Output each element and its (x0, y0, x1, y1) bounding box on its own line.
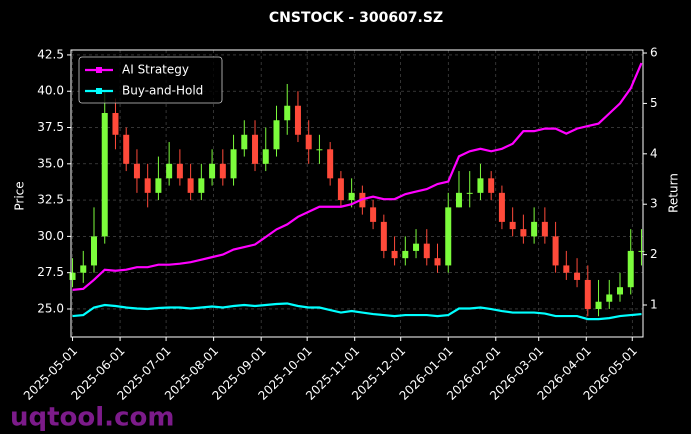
candle-body (541, 221, 548, 237)
plot-frame (70, 49, 644, 338)
candle-body (348, 192, 355, 201)
candle-body (498, 192, 505, 222)
legend-marker (96, 88, 102, 94)
candle-body (176, 163, 183, 179)
candle-body (402, 250, 409, 259)
candle-body (627, 250, 634, 288)
candle-body (563, 265, 570, 273)
legend-marker (96, 67, 102, 73)
candle-body (187, 178, 194, 193)
candle-body (595, 301, 602, 309)
y-axis-label: Price (13, 181, 27, 210)
candle-body (230, 149, 237, 179)
candle-body (638, 250, 645, 252)
candle-body (380, 221, 387, 251)
candle-body (241, 134, 248, 150)
line-series (72, 62, 643, 291)
y-tick-label: 35.0 (37, 156, 64, 170)
y2-tick-label: 1 (650, 297, 658, 311)
candle-body (509, 221, 516, 230)
y-tick-label: 32.5 (37, 193, 64, 207)
candle-body (327, 149, 334, 179)
candle-body (155, 178, 162, 193)
candle-body (370, 207, 377, 222)
y-tick-label: 37.5 (37, 120, 64, 134)
legend-label: Buy-and-Hold (122, 84, 203, 98)
legend-label: AI Strategy (122, 63, 189, 77)
candle-body (520, 229, 527, 237)
y2-tick-label: 4 (650, 146, 658, 160)
candle-body (294, 105, 301, 135)
candle-body (101, 113, 108, 237)
candle-body (112, 113, 119, 135)
candle-body (574, 272, 581, 280)
candle-body (219, 163, 226, 179)
candle-body (477, 178, 484, 193)
candle-body (273, 120, 280, 150)
candle-body (284, 105, 291, 121)
y2-tick-label: 5 (650, 96, 658, 110)
candle-body (584, 279, 591, 309)
candle-body (434, 258, 441, 266)
candle-body (606, 294, 613, 302)
y2-tick-label: 6 (650, 46, 658, 60)
candle-body (413, 243, 420, 251)
candle-body (616, 287, 623, 295)
candle-body (305, 134, 312, 150)
y-tick-label: 25.0 (37, 301, 64, 315)
y-tick-label: 40.0 (37, 84, 64, 98)
y2-tick-label: 2 (650, 247, 658, 261)
candle-body (337, 178, 344, 201)
candle-body (391, 250, 398, 259)
candle-body (466, 192, 473, 194)
candle-body (455, 192, 462, 208)
candle-body (69, 272, 76, 280)
candle-body (423, 243, 430, 259)
candle-body (198, 178, 205, 193)
candle-body (552, 236, 559, 266)
candle-body (316, 149, 323, 151)
y-tick-label: 27.5 (37, 265, 64, 279)
legend-box (78, 56, 223, 104)
y-tick-label: 30.0 (37, 229, 64, 243)
candle-body (144, 178, 151, 193)
candle-body (209, 163, 216, 179)
y2-tick-label: 3 (650, 197, 658, 211)
watermark: uqtool.com (10, 403, 174, 433)
y-tick-label: 42.5 (37, 47, 64, 61)
candle-body (262, 149, 269, 164)
candle-body (91, 236, 98, 266)
candle-body (133, 163, 140, 179)
y2-axis-label: Return (667, 173, 681, 213)
chart-title: CNSTOCK - 300607.SZ (269, 10, 443, 26)
line-series (72, 302, 642, 321)
candle-body (123, 134, 130, 164)
candle-body (252, 134, 259, 164)
candle-body (488, 178, 495, 193)
candle-body (445, 207, 452, 266)
candle-body (166, 163, 173, 179)
candle-body (80, 265, 87, 273)
candle-body (531, 221, 538, 237)
